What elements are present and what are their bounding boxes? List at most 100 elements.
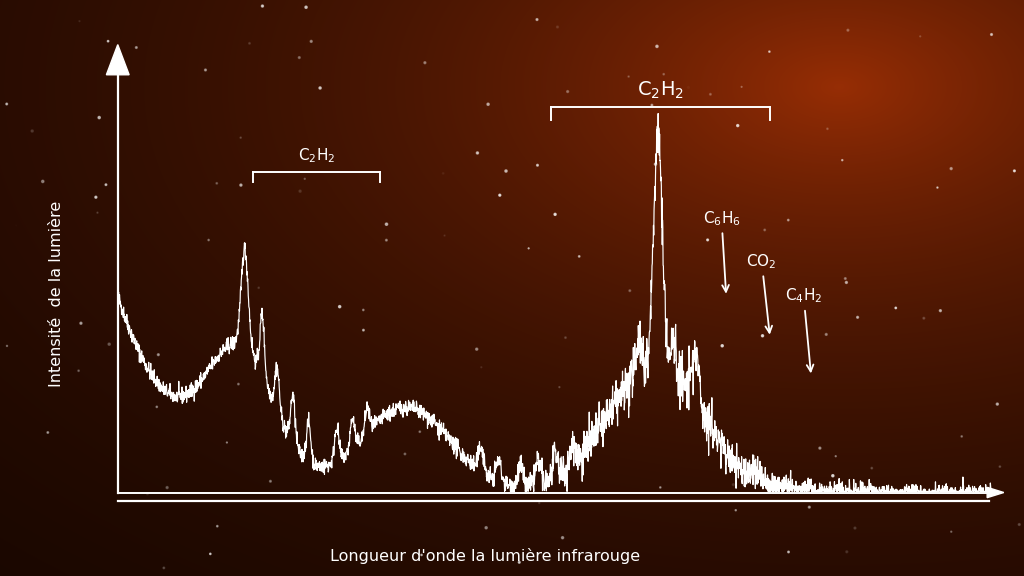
Point xyxy=(780,547,797,556)
Point xyxy=(1007,166,1023,176)
Point xyxy=(819,124,836,134)
Point xyxy=(531,498,548,507)
Point xyxy=(729,121,745,130)
Point xyxy=(469,344,485,354)
Point xyxy=(652,483,669,492)
Point xyxy=(547,210,563,219)
Point xyxy=(156,563,172,573)
Point xyxy=(973,484,989,493)
Point xyxy=(824,471,841,480)
Point xyxy=(230,380,247,389)
Point xyxy=(511,558,527,567)
Point xyxy=(699,236,716,245)
Point xyxy=(312,84,329,93)
Point xyxy=(151,350,167,359)
Point xyxy=(71,366,87,376)
Point xyxy=(915,313,932,323)
Point xyxy=(827,452,844,461)
Point xyxy=(714,341,730,350)
Point xyxy=(73,319,89,328)
Point xyxy=(728,506,744,515)
Point xyxy=(733,82,750,92)
Point xyxy=(478,523,495,532)
Point xyxy=(101,340,118,349)
Point xyxy=(839,278,855,287)
Point xyxy=(644,101,660,110)
Point xyxy=(839,547,855,556)
Point xyxy=(554,533,570,542)
Point xyxy=(417,58,433,67)
Point xyxy=(520,244,537,253)
Point xyxy=(164,388,180,397)
Point xyxy=(291,53,307,62)
Point xyxy=(35,177,51,186)
Point xyxy=(647,160,664,169)
Point xyxy=(242,39,258,48)
Point xyxy=(929,183,945,192)
Point xyxy=(209,522,225,531)
Point xyxy=(473,363,489,372)
Point xyxy=(863,464,880,473)
Point xyxy=(549,22,565,32)
Point xyxy=(292,187,308,196)
Text: Intensité  de la lumière: Intensité de la lumière xyxy=(49,200,63,387)
Point xyxy=(202,550,218,559)
Point xyxy=(1011,520,1024,529)
Point xyxy=(435,169,452,178)
Point xyxy=(396,449,413,458)
Point xyxy=(209,179,225,188)
Point xyxy=(943,527,959,536)
Point xyxy=(801,502,817,511)
Text: Longueur d'onde la lumière infrarouge: Longueur d'onde la lumière infrarouge xyxy=(331,548,641,564)
Point xyxy=(232,133,249,142)
Point xyxy=(91,113,108,122)
Point xyxy=(840,25,856,35)
Point xyxy=(492,191,508,200)
Point xyxy=(232,180,249,190)
Point xyxy=(912,32,929,41)
Text: $\mathregular{C_4H_2}$: $\mathregular{C_4H_2}$ xyxy=(785,286,822,372)
Point xyxy=(932,306,948,315)
Point xyxy=(8,221,25,230)
Point xyxy=(761,47,777,56)
Point xyxy=(702,90,719,99)
Point xyxy=(355,325,372,335)
Point xyxy=(480,100,497,109)
Point xyxy=(557,333,573,342)
Point xyxy=(0,342,15,351)
Point xyxy=(298,3,314,12)
Text: $\mathregular{C_2H_2}$: $\mathregular{C_2H_2}$ xyxy=(637,79,684,101)
Point xyxy=(100,36,117,46)
Text: $\mathregular{CO_2}$: $\mathregular{CO_2}$ xyxy=(746,252,777,333)
Point xyxy=(757,225,773,234)
Polygon shape xyxy=(987,487,1004,498)
Point xyxy=(40,428,56,437)
Point xyxy=(953,432,970,441)
Point xyxy=(148,402,165,411)
Point xyxy=(943,164,959,173)
Point xyxy=(621,72,637,81)
Point xyxy=(991,462,1008,471)
Point xyxy=(780,215,797,225)
Polygon shape xyxy=(106,44,129,75)
Point xyxy=(989,400,1006,409)
Point xyxy=(559,87,575,96)
Point xyxy=(297,174,313,183)
Point xyxy=(622,286,638,295)
Point xyxy=(254,1,270,10)
Point xyxy=(219,438,236,447)
Point xyxy=(818,330,835,339)
Point xyxy=(755,331,771,340)
Point xyxy=(303,37,319,46)
Point xyxy=(680,83,696,92)
Point xyxy=(528,15,545,24)
Point xyxy=(551,382,567,392)
Point xyxy=(88,192,104,202)
Point xyxy=(198,65,214,74)
Point xyxy=(983,30,999,39)
Point xyxy=(355,305,372,314)
Point xyxy=(414,550,430,559)
Point xyxy=(332,302,348,311)
Point xyxy=(72,17,88,26)
Point xyxy=(837,274,853,283)
